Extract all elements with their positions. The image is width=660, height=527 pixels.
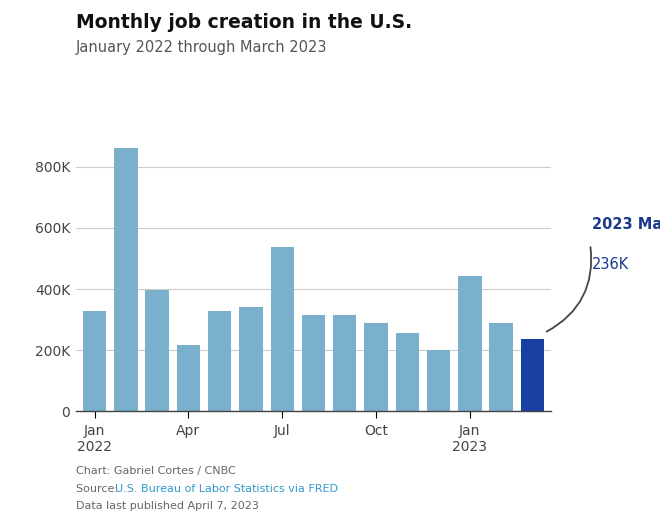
Bar xyxy=(364,323,388,411)
Bar xyxy=(489,323,513,411)
Text: January 2022 through March 2023: January 2022 through March 2023 xyxy=(76,40,327,54)
Bar xyxy=(177,345,200,411)
Bar xyxy=(114,149,138,411)
Bar xyxy=(521,339,544,411)
Bar xyxy=(427,350,450,411)
Bar xyxy=(83,311,106,411)
Bar xyxy=(302,315,325,411)
Text: U.S. Bureau of Labor Statistics via FRED: U.S. Bureau of Labor Statistics via FRED xyxy=(115,484,339,494)
Text: Data last published April 7, 2023: Data last published April 7, 2023 xyxy=(76,501,259,511)
Text: Source:: Source: xyxy=(76,484,121,494)
Bar xyxy=(145,290,169,411)
Text: 2023 Mar: 2023 Mar xyxy=(593,217,660,232)
Bar xyxy=(239,307,263,411)
Bar xyxy=(333,315,356,411)
Bar xyxy=(271,247,294,411)
Bar xyxy=(208,311,232,411)
Text: 236K: 236K xyxy=(593,257,630,272)
Text: Monthly job creation in the U.S.: Monthly job creation in the U.S. xyxy=(76,13,412,32)
Text: Chart: Gabriel Cortes / CNBC: Chart: Gabriel Cortes / CNBC xyxy=(76,466,236,476)
Bar xyxy=(458,276,482,411)
Bar xyxy=(395,333,419,411)
